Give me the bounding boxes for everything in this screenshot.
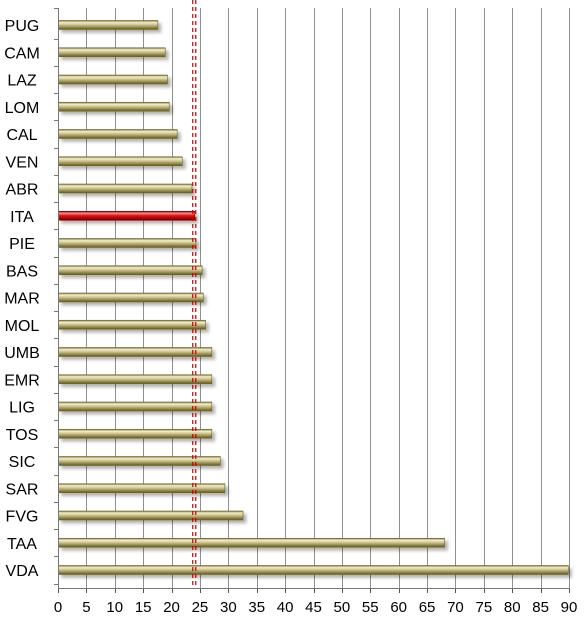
x-tick-label: 85	[532, 599, 549, 616]
bar-cam	[58, 47, 166, 58]
bar-tos	[58, 428, 213, 439]
x-tick-label: 0	[54, 599, 62, 616]
category-label-lom: LOM	[5, 100, 40, 117]
category-label-bas: BAS	[6, 263, 38, 280]
labels: 0 5 10 15 20 25 30 35 40 45 50 55 60 65 70 75 80 85 90 PUG C…	[4, 18, 577, 616]
x-tick-label: 75	[475, 599, 492, 616]
bar-bas	[58, 265, 203, 276]
bar-taa	[58, 537, 445, 548]
grid-lines	[86, 8, 570, 588]
category-label-pug: PUG	[5, 18, 40, 35]
x-tick-label: 40	[277, 599, 294, 616]
bar-pug	[58, 20, 159, 30]
bars	[58, 20, 569, 575]
category-label-abr: ABR	[6, 182, 39, 199]
axes	[54, 8, 570, 593]
category-label-pie: PIE	[9, 236, 35, 253]
category-label-tos: TOS	[6, 427, 39, 444]
x-tick-label: 25	[192, 599, 209, 616]
x-tick-label: 80	[504, 599, 521, 616]
bar-ven	[58, 156, 183, 167]
x-tick-label: 65	[419, 599, 436, 616]
category-label-cal: CAL	[6, 127, 37, 144]
bar-ita	[58, 210, 196, 221]
bar-vda	[58, 565, 569, 575]
x-tick-label: 30	[220, 599, 237, 616]
category-label-mar: MAR	[4, 291, 40, 308]
x-tick-label: 15	[135, 599, 152, 616]
x-tick-label: 90	[561, 599, 578, 616]
bar-laz	[58, 74, 168, 85]
bar-mar	[58, 292, 204, 303]
bar-mol	[58, 319, 206, 330]
category-label-laz: LAZ	[7, 73, 37, 90]
category-label-sic: SIC	[9, 454, 36, 471]
x-tick-label: 45	[305, 599, 322, 616]
bar-fvg	[58, 510, 244, 521]
bar-pie	[58, 238, 197, 248]
bar-umb	[58, 347, 213, 357]
bar-lom	[58, 101, 170, 112]
x-tick-label: 20	[163, 599, 180, 616]
x-tick-label: 10	[106, 599, 123, 616]
x-tick-label: 35	[248, 599, 265, 616]
bar-abr	[58, 183, 193, 194]
x-tick-label: 70	[447, 599, 464, 616]
bar-sar	[58, 483, 226, 494]
category-label-emr: EMR	[4, 372, 40, 389]
x-tick-label: 55	[362, 599, 379, 616]
bar-cal	[58, 129, 178, 139]
x-tick-label: 50	[334, 599, 351, 616]
category-label-sar: SAR	[6, 481, 39, 498]
category-label-ven: VEN	[6, 154, 39, 171]
category-label-cam: CAM	[4, 45, 40, 62]
category-label-vda: VDA	[6, 563, 39, 580]
category-label-lig: LIG	[9, 400, 35, 417]
reference-line-group	[192, 0, 197, 588]
bar-lig	[58, 401, 213, 412]
category-label-umb: UMB	[4, 345, 40, 362]
category-label-taa: TAA	[7, 536, 37, 553]
category-label-mol: MOL	[5, 318, 40, 335]
category-label-fvg: FVG	[6, 509, 39, 526]
category-label-ita: ITA	[10, 209, 34, 226]
x-tick-label: 60	[390, 599, 407, 616]
bar-emr	[58, 374, 213, 385]
x-tick-label: 5	[82, 599, 90, 616]
